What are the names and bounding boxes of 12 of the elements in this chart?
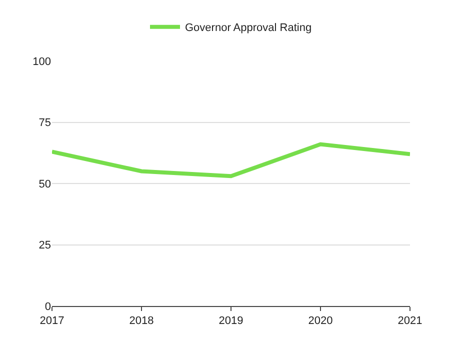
x-tick-label: 2017 [40, 315, 64, 328]
y-tick-label: 100 [32, 56, 51, 68]
x-tick-label: 2020 [308, 315, 333, 328]
x-tick-label: 2019 [218, 315, 244, 328]
legend-label: Governor Approval Rating [185, 22, 312, 34]
y-tick-label: 50 [38, 178, 51, 190]
x-tick-label: 2018 [129, 315, 154, 328]
y-tick-label: 0 [44, 300, 51, 313]
y-tick-label: 75 [38, 117, 51, 130]
y-tick-label: 25 [38, 240, 51, 252]
x-tick-label: 2021 [398, 315, 422, 328]
line-series [52, 142, 410, 178]
